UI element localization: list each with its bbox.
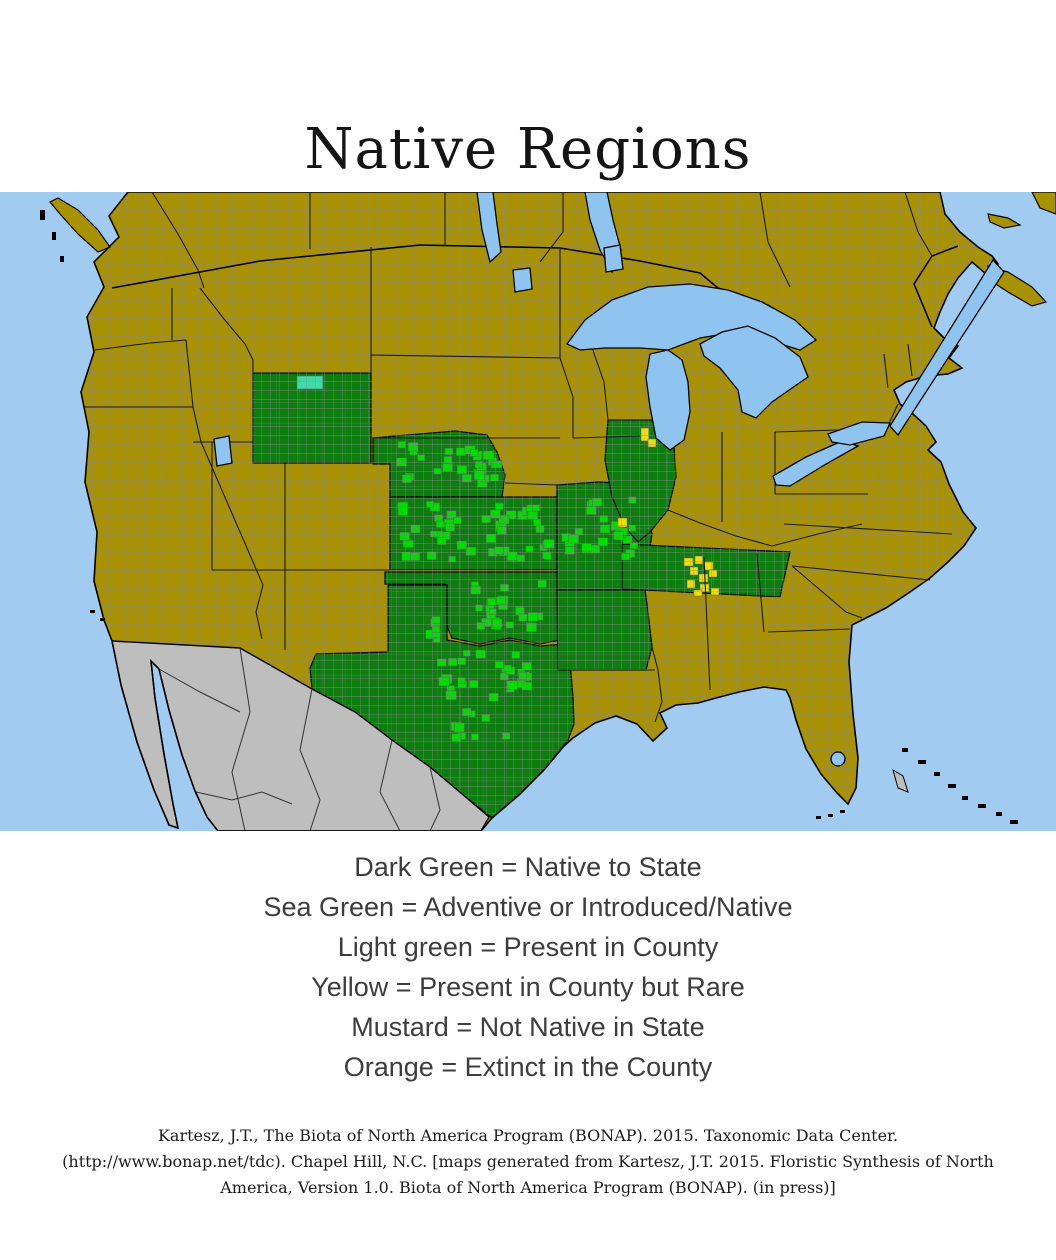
lake-huron — [699, 325, 809, 419]
page-title: Native Regions — [304, 117, 752, 182]
vancouver-island — [49, 197, 111, 253]
prince-edward-island — [987, 213, 1022, 229]
citation: Kartesz, J.T., The Biota of North Americ… — [0, 1123, 1056, 1201]
lake-of-the-woods — [512, 267, 533, 293]
citation-line: Kartesz, J.T., The Biota of North Americ… — [157, 1126, 899, 1145]
newfoundland-corner — [1031, 192, 1056, 215]
lake-ontario — [827, 421, 891, 446]
legend-entry-dark-green: Dark Green = Native to State — [354, 852, 702, 882]
lake-michigan — [645, 349, 691, 451]
lake-nipigon — [603, 244, 624, 273]
bonap-map-canvas — [0, 192, 1056, 831]
lake-okeechobee — [830, 751, 846, 767]
andros-island — [892, 768, 909, 793]
lakes — [213, 192, 1005, 767]
legend-entry-light-green: Light green = Present in County — [337, 932, 719, 962]
legend-entry-sea-green: Sea Green = Adventive or Introduced/Nati… — [263, 892, 793, 922]
lake-erie — [772, 440, 860, 487]
map-legend: Dark Green = Native to State Sea Green =… — [0, 831, 1056, 1087]
title-band: Native Regions — [0, 0, 1056, 192]
lake-winnipegosis — [476, 192, 502, 264]
great-salt-lake — [213, 435, 233, 467]
mexico-overlay — [111, 640, 490, 831]
legend-entry-mustard: Mustard = Not Native in State — [351, 1012, 705, 1042]
citation-line: America, Version 1.0. Biota of North Ame… — [220, 1178, 836, 1197]
citation-line: (http://www.bonap.net/tdc). Chapel Hill,… — [62, 1152, 994, 1171]
legend-entry-orange: Orange = Extinct in the County — [343, 1052, 713, 1082]
small-islands — [40, 210, 1018, 824]
landmass — [49, 192, 1056, 831]
distribution-map — [0, 192, 1056, 831]
legend-entry-yellow: Yellow = Present in County but Rare — [311, 972, 745, 1002]
st-lawrence-river — [889, 258, 1005, 437]
